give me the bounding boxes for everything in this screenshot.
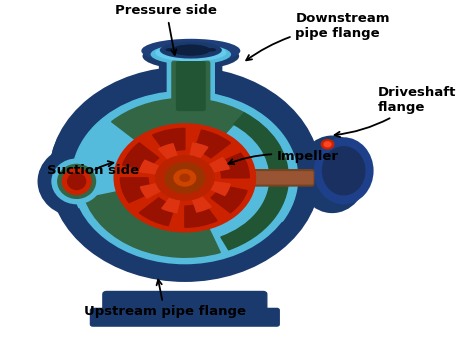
Circle shape: [49, 70, 320, 278]
Ellipse shape: [141, 39, 240, 63]
Circle shape: [173, 169, 196, 187]
FancyBboxPatch shape: [91, 308, 279, 326]
Ellipse shape: [143, 43, 239, 69]
Wedge shape: [111, 98, 244, 139]
Wedge shape: [185, 202, 217, 227]
Wedge shape: [123, 143, 159, 170]
Ellipse shape: [62, 168, 91, 195]
Text: Suction side: Suction side: [47, 161, 139, 177]
Wedge shape: [211, 185, 247, 213]
Wedge shape: [72, 91, 298, 221]
Wedge shape: [234, 113, 288, 178]
Circle shape: [323, 141, 332, 147]
Circle shape: [179, 174, 191, 182]
Wedge shape: [208, 158, 229, 173]
FancyBboxPatch shape: [160, 53, 222, 100]
Ellipse shape: [160, 42, 222, 59]
Wedge shape: [120, 178, 153, 203]
Wedge shape: [140, 183, 162, 198]
Ellipse shape: [51, 158, 102, 204]
Ellipse shape: [322, 146, 365, 196]
Ellipse shape: [155, 44, 227, 61]
Text: Pressure side: Pressure side: [116, 4, 218, 55]
Wedge shape: [85, 192, 220, 257]
Circle shape: [72, 91, 298, 264]
Wedge shape: [221, 178, 288, 250]
Wedge shape: [217, 153, 249, 178]
Ellipse shape: [207, 48, 216, 51]
Ellipse shape: [314, 137, 374, 204]
Wedge shape: [158, 144, 178, 160]
Ellipse shape: [151, 44, 231, 65]
Text: Impeller: Impeller: [228, 150, 339, 164]
Wedge shape: [139, 198, 175, 225]
Text: Driveshaft
flange: Driveshaft flange: [335, 86, 456, 137]
Ellipse shape: [165, 48, 175, 51]
Wedge shape: [190, 143, 208, 159]
Circle shape: [155, 155, 215, 201]
Ellipse shape: [57, 164, 96, 199]
Text: Downstream
pipe flange: Downstream pipe flange: [246, 12, 390, 60]
Circle shape: [320, 139, 335, 149]
FancyBboxPatch shape: [209, 172, 313, 184]
Wedge shape: [192, 195, 211, 212]
Ellipse shape: [37, 146, 116, 217]
FancyBboxPatch shape: [208, 170, 314, 186]
Wedge shape: [162, 196, 180, 213]
Ellipse shape: [67, 173, 86, 190]
Wedge shape: [194, 130, 230, 158]
Circle shape: [113, 123, 256, 233]
FancyBboxPatch shape: [172, 61, 210, 111]
Circle shape: [164, 162, 206, 194]
Ellipse shape: [186, 48, 195, 51]
Wedge shape: [139, 160, 161, 174]
Wedge shape: [153, 129, 185, 153]
Wedge shape: [209, 181, 230, 196]
Ellipse shape: [49, 67, 320, 282]
FancyBboxPatch shape: [103, 291, 267, 317]
Ellipse shape: [298, 136, 367, 213]
Ellipse shape: [171, 44, 210, 56]
FancyBboxPatch shape: [167, 51, 214, 112]
FancyBboxPatch shape: [176, 62, 205, 110]
Text: Upstream pipe flange: Upstream pipe flange: [83, 280, 246, 318]
